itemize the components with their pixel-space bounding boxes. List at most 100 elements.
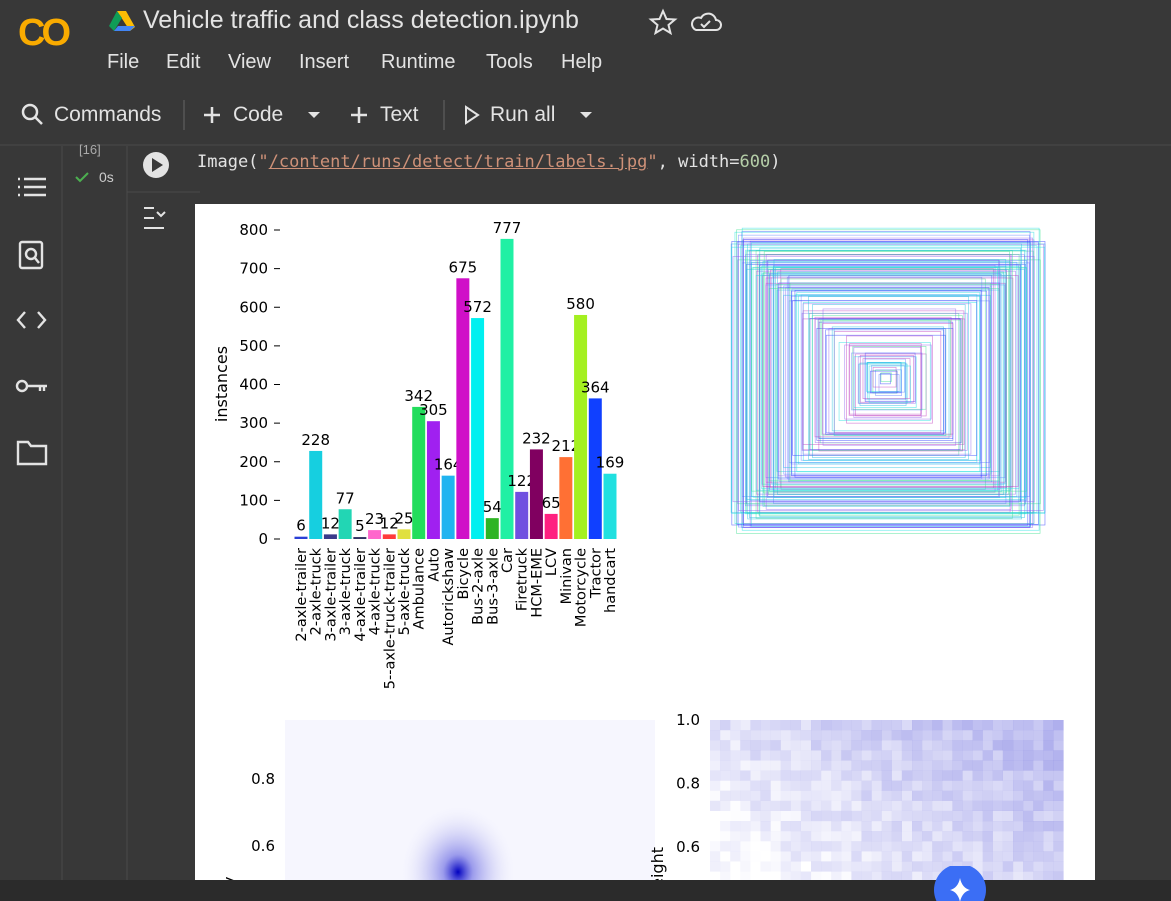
heatmap-cell: [922, 831, 933, 842]
heatmap-cell: [992, 871, 1003, 880]
heatmap-cell: [851, 770, 862, 781]
run-all-button[interactable]: Run all: [490, 103, 556, 126]
box-outline: [880, 372, 892, 382]
commands-button[interactable]: Commands: [54, 103, 162, 126]
heatmap-cell: [912, 831, 923, 842]
y-axis-label: y: [220, 877, 239, 880]
value-label: 25: [394, 509, 413, 527]
heatmap-cell: [861, 800, 872, 811]
heatmap-cell: [740, 790, 751, 801]
heatmap-cell: [770, 780, 781, 791]
heatmap-cell: [1033, 780, 1044, 791]
code-token: ): [770, 152, 781, 172]
heatmap-cell: [962, 790, 973, 801]
heatmap-cell: [962, 851, 973, 862]
heatmap-cell: [800, 831, 812, 842]
heatmap-cell: [831, 760, 842, 771]
add-text-button[interactable]: Text: [380, 103, 419, 126]
heatmap-cell: [891, 750, 902, 761]
heatmap-cell: [1023, 851, 1034, 862]
menu-item[interactable]: Edit: [166, 51, 201, 73]
heatmap-cell: [740, 851, 750, 861]
heatmap-cell: [912, 810, 923, 822]
box-outline: [786, 276, 983, 480]
y-axis-label: height: [648, 847, 667, 880]
heatmap-cell: [841, 720, 852, 731]
heatmap-cell: [901, 851, 913, 862]
heatmap-cell: [1013, 821, 1024, 832]
heatmap-cell: [851, 851, 862, 862]
heatmap-cell: [841, 872, 851, 881]
x-tick-label: Bus-2-axle: [471, 548, 487, 625]
heatmap-cell: [851, 810, 862, 822]
heatmap-cell: [760, 730, 771, 741]
heatmap-cell: [771, 851, 781, 861]
heatmap-cell: [982, 831, 993, 842]
heatmap-cell: [770, 770, 781, 781]
heatmap-cell: [871, 760, 882, 771]
heatmap-cell: [800, 871, 812, 880]
heatmap-cell: [972, 821, 983, 832]
sidebar: [15, 146, 200, 881]
heatmap-cell: [811, 770, 822, 781]
heatmap-cell: [982, 740, 993, 751]
box-outline: [878, 374, 900, 392]
heatmap-cell: [881, 831, 892, 842]
heatmap-cell: [1013, 730, 1024, 741]
menu-item[interactable]: File: [107, 51, 140, 73]
colab-logo[interactable]: CO: [18, 12, 71, 54]
heatmap-cell: [982, 770, 993, 781]
heatmap-cell: [1013, 810, 1024, 822]
heatmap-cell: [790, 720, 801, 731]
heatmap-cell: [912, 730, 923, 741]
heatmap-cell: [811, 790, 822, 801]
box-outline: [765, 277, 1014, 488]
notebook-title[interactable]: Vehicle traffic and class detection.ipyn…: [143, 6, 579, 34]
heatmap-cell: [982, 760, 993, 771]
menu-item[interactable]: Runtime: [381, 51, 456, 73]
code-token: Image(: [197, 152, 259, 172]
heatmap-cell: [750, 730, 761, 741]
heatmap-cell: [1053, 861, 1064, 872]
heatmap-cell: [871, 810, 882, 822]
heatmap-cell: [811, 872, 821, 881]
heatmap-cell: [811, 760, 822, 771]
heatmap-cell: [1053, 871, 1064, 880]
box-outline: [802, 303, 972, 455]
heatmap-cell: [790, 790, 801, 801]
heatmap-cell: [912, 821, 923, 832]
heatmap-cell: [770, 740, 781, 751]
code-line[interactable]: Image("/content/runs/detect/train/labels…: [197, 152, 780, 172]
heatmap-cell: [1002, 871, 1014, 880]
heatmap-cell: [962, 841, 973, 852]
heatmap-cell: [1053, 841, 1064, 852]
heatmap-cell: [962, 740, 973, 751]
heatmap-cell: [891, 730, 902, 741]
menu-item[interactable]: View: [228, 51, 271, 73]
gemini-button[interactable]: [930, 866, 990, 901]
heatmap-cell: [851, 750, 862, 761]
heatmap-cell: [740, 821, 751, 832]
heatmap-cell: [1053, 750, 1064, 761]
menu-item[interactable]: Insert: [299, 51, 350, 73]
bar: [485, 518, 499, 539]
add-code-button[interactable]: Code: [233, 103, 284, 126]
box-outline: [791, 288, 990, 475]
heatmap-cell: [800, 821, 812, 832]
menu-bar: File Edit View Insert Runtime Tools Help: [0, 51, 700, 77]
box-outline: [844, 344, 932, 420]
heatmap-cell: [1002, 821, 1014, 832]
heatmap-cell: [841, 810, 852, 822]
box-outline: [825, 329, 944, 435]
heatmap-cell: [790, 821, 801, 832]
menu-item[interactable]: Tools: [486, 51, 533, 73]
heatmap-cell: [770, 810, 781, 822]
heatmap-cell: [771, 821, 781, 831]
heatmap-cell: [1002, 760, 1014, 771]
value-label: 212: [552, 437, 581, 455]
heatmap-cell: [861, 841, 872, 852]
menu-item[interactable]: Help: [561, 51, 603, 73]
box-outline: [857, 356, 916, 404]
box-outline: [734, 231, 1035, 525]
